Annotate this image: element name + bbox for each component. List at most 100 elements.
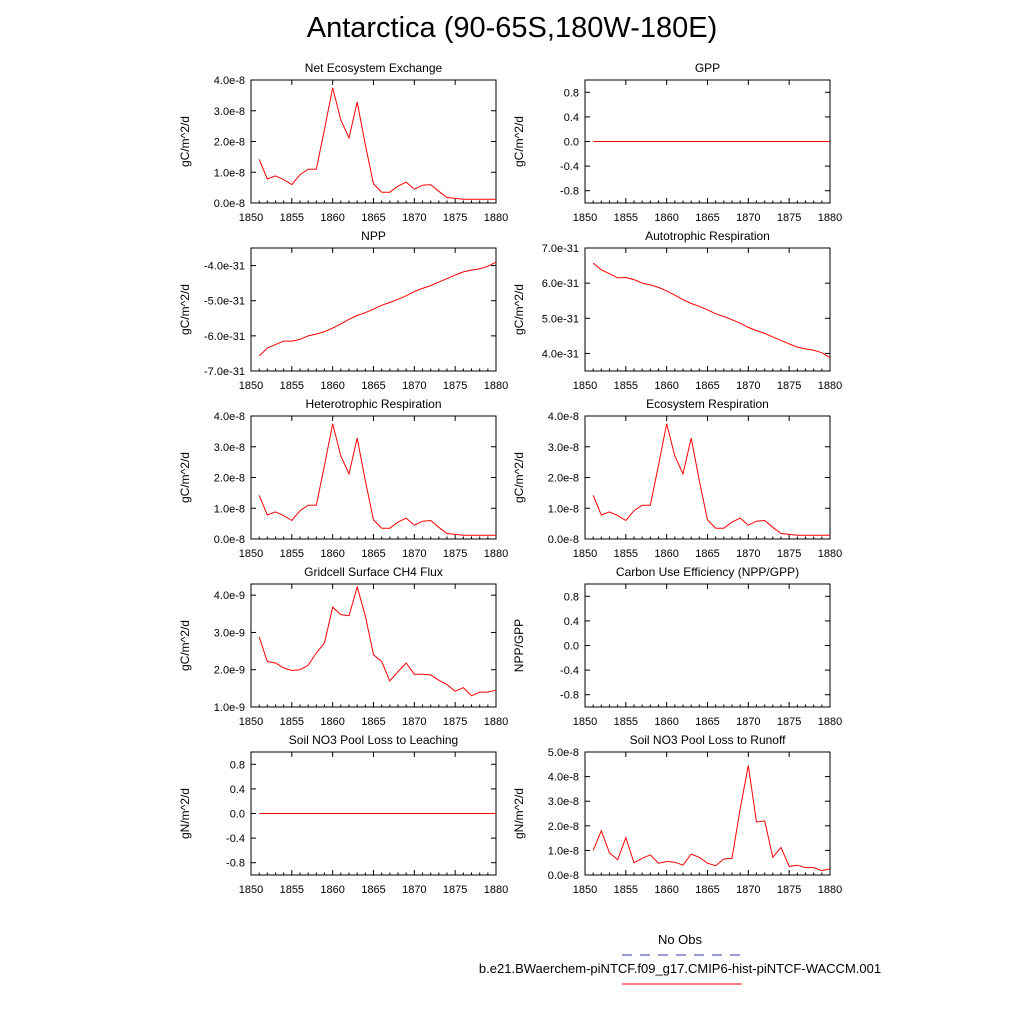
panel-5-title: Heterotrophic Respiration [305, 397, 441, 411]
panel-3-ytick-label: -4.0e-31 [204, 261, 245, 273]
panel-2-xtick-label: 1875 [777, 212, 801, 224]
panel-6-xtick-label: 1855 [614, 548, 638, 560]
panel-3-xtick-label: 1875 [443, 380, 467, 392]
panel-1-ytick-label: 1.0e-8 [214, 167, 245, 179]
panel-4-xtick-label: 1870 [736, 380, 760, 392]
panel-6-ytick-label: 0.0e-8 [548, 534, 579, 546]
panel-9-ylabel: gN/m^2/d [178, 788, 192, 839]
panel-5-xtick-label: 1880 [484, 548, 508, 560]
panel-6-ytick-label: 4.0e-8 [548, 411, 579, 423]
panel-5-xtick-label: 1850 [239, 548, 263, 560]
panel-7-series-line [258, 585, 497, 697]
panel-6-xtick-label: 1850 [573, 548, 597, 560]
panel-1-xtick-label: 1880 [484, 212, 508, 224]
panel-8-xtick-label: 1855 [614, 716, 638, 728]
panel-10-xtick-label: 1875 [777, 884, 801, 896]
panel-7-ytick-label: 2.0e-9 [214, 665, 245, 677]
panel-2-xtick-label: 1850 [573, 212, 597, 224]
panel-8-xtick-label: 1880 [818, 716, 842, 728]
panel-7-frame [250, 583, 497, 708]
panel-8-ytick-label: 0.0 [564, 641, 579, 653]
panel-5-ytick-label: 0.0e-8 [214, 534, 245, 546]
panel-2-xtick-label: 1860 [654, 212, 678, 224]
panel-4-xtick-label: 1875 [777, 380, 801, 392]
page-title: Antarctica (90-65S,180W-180E) [306, 12, 718, 44]
panel-3-title: NPP [361, 229, 386, 243]
panel-2-ytick-label: -0.8 [560, 186, 579, 198]
panel-7-ytick-label: 4.0e-9 [214, 590, 245, 602]
panel-2-ytick-label: 0.8 [564, 87, 579, 99]
panel-1-ytick-label: 2.0e-8 [214, 137, 245, 149]
panel-3-xtick-label: 1880 [484, 380, 508, 392]
panel-8-ytick-label: 0.8 [564, 591, 579, 603]
panel-3-xtick-label: 1865 [361, 380, 385, 392]
panel-1-xtick-label: 1875 [443, 212, 467, 224]
panel-9-xtick-label: 1865 [361, 884, 385, 896]
panel-1-xtick-label: 1855 [280, 212, 304, 224]
panel-3-ytick-label: -5.0e-31 [204, 296, 245, 308]
panel-1-title: Net Ecosystem Exchange [305, 61, 443, 75]
panel-9-ytick-label: -0.4 [226, 833, 245, 845]
panel-9-xtick-label: 1880 [484, 884, 508, 896]
panel-1-ytick-label: 0.0e-8 [214, 198, 245, 210]
panel-10-frame [584, 751, 831, 876]
panel-10-xtick-label: 1870 [736, 884, 760, 896]
panel-7-xtick-label: 1870 [402, 716, 426, 728]
panel-7-xtick-label: 1865 [361, 716, 385, 728]
panel-3-xtick-label: 1870 [402, 380, 426, 392]
panel-2-ytick-label: 0.0 [564, 137, 579, 149]
panel-8-xtick-label: 1875 [777, 716, 801, 728]
panel-4-ytick-label: 6.0e-31 [542, 278, 579, 290]
panel-2-ylabel: gC/m^2/d [512, 116, 526, 167]
panel-3-xtick-label: 1860 [320, 380, 344, 392]
panel-6-ylabel: gC/m^2/d [512, 452, 526, 503]
panel-2-xtick-label: 1880 [818, 212, 842, 224]
panel-4-xtick-label: 1880 [818, 380, 842, 392]
panel-7-xtick-label: 1875 [443, 716, 467, 728]
panel-9-xtick-label: 1875 [443, 884, 467, 896]
panel-6-title: Ecosystem Respiration [646, 397, 769, 411]
panel-7-ytick-label: 3.0e-9 [214, 627, 245, 639]
panel-3-xtick-label: 1850 [239, 380, 263, 392]
panel-2-ytick-label: -0.4 [560, 161, 579, 173]
panel-10-ytick-label: 4.0e-8 [548, 772, 579, 784]
panel-4-xtick-label: 1860 [654, 380, 678, 392]
panel-9-ytick-label: -0.8 [226, 858, 245, 870]
panel-8-xtick-label: 1865 [695, 716, 719, 728]
panel-5-ytick-label: 2.0e-8 [214, 473, 245, 485]
panel-1-series-line [258, 87, 496, 200]
panel-3-ytick-label: -6.0e-31 [204, 331, 245, 343]
panel-9-xtick-label: 1855 [280, 884, 304, 896]
panel-3-ytick-label: -7.0e-31 [204, 366, 245, 378]
panel-6-xtick-label: 1870 [736, 548, 760, 560]
panel-5-xtick-label: 1870 [402, 548, 426, 560]
panel-2-title: GPP [695, 61, 720, 75]
panel-8-xtick-label: 1860 [654, 716, 678, 728]
panel-8-title: Carbon Use Efficiency (NPP/GPP) [616, 565, 799, 579]
panel-2-xtick-label: 1855 [614, 212, 638, 224]
panel-4-ytick-label: 7.0e-31 [542, 243, 579, 255]
panel-7-xtick-label: 1855 [280, 716, 304, 728]
panel-7-ylabel: gC/m^2/d [178, 620, 192, 671]
panel-6-xtick-label: 1875 [777, 548, 801, 560]
panel-10-xtick-label: 1865 [695, 884, 719, 896]
panel-3-xtick-label: 1855 [280, 380, 304, 392]
legend-obs-label: No Obs [657, 932, 703, 947]
panel-1-ytick-label: 4.0e-8 [214, 75, 245, 87]
panel-6-xtick-label: 1880 [818, 548, 842, 560]
panel-10-ytick-label: 3.0e-8 [548, 796, 579, 808]
panel-5-ytick-label: 4.0e-8 [214, 411, 245, 423]
panel-10-xtick-label: 1860 [654, 884, 678, 896]
panel-8-xtick-label: 1870 [736, 716, 760, 728]
panel-6-ytick-label: 2.0e-8 [548, 473, 579, 485]
panel-3-series-line [258, 261, 497, 357]
panel-7-xtick-label: 1880 [484, 716, 508, 728]
panel-9-ytick-label: 0.8 [230, 759, 245, 771]
panel-9-xtick-label: 1850 [239, 884, 263, 896]
panel-6-series-line [592, 423, 830, 536]
panel-8-ytick-label: 0.4 [564, 616, 579, 628]
panel-1-xtick-label: 1850 [239, 212, 263, 224]
panel-5-ytick-label: 1.0e-8 [214, 503, 245, 515]
panel-6-ytick-label: 3.0e-8 [548, 442, 579, 454]
